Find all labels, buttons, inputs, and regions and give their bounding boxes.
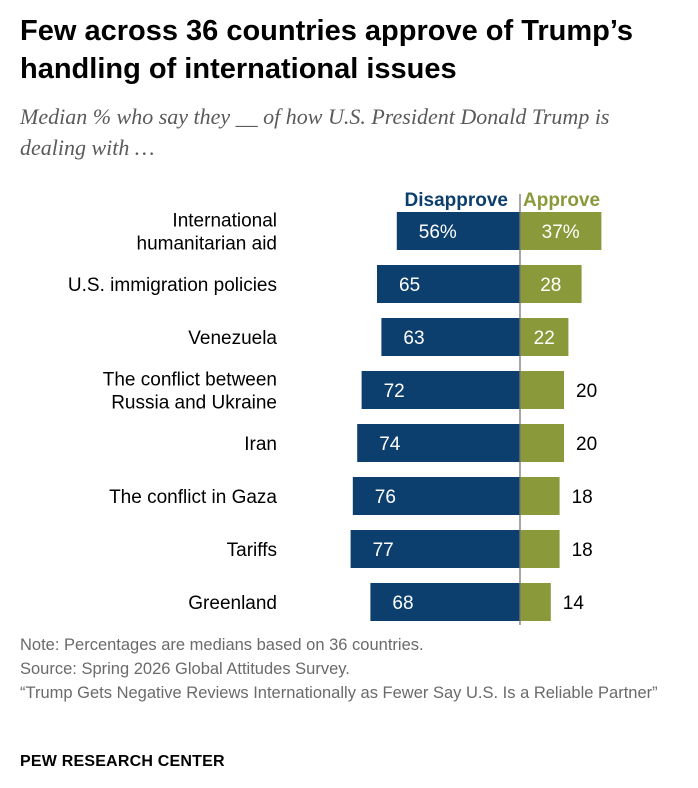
data-label-approve: 28 <box>540 275 561 296</box>
data-label-disapprove: 72 <box>384 381 405 402</box>
data-label-approve: 22 <box>534 328 555 349</box>
data-label-approve: 18 <box>572 487 593 508</box>
chart-title: Few across 36 countries approve of Trump… <box>20 15 633 85</box>
brand-logo-text: PEW RESEARCH CENTER <box>20 753 225 770</box>
bar-disapprove <box>357 424 520 462</box>
category-label: Tariffs <box>227 540 277 561</box>
category-label: Greenland <box>188 593 277 614</box>
bar-approve <box>520 318 569 356</box>
data-label-disapprove: 56% <box>419 222 457 243</box>
category-label: The conflict in Gaza <box>109 487 277 508</box>
bar-approve <box>520 530 560 568</box>
bar-disapprove <box>377 265 520 303</box>
category-label: International humanitarian aid <box>137 211 277 255</box>
chart-notes: Note: Percentages are medians based on 3… <box>20 633 680 705</box>
diverging-bar-chart: Disapprove Approve International humanitari… <box>68 190 602 625</box>
bar-approve <box>520 265 582 303</box>
category-label: U.S. immigration policies <box>68 275 277 296</box>
bar-disapprove <box>396 212 520 250</box>
bar-approve <box>520 583 551 621</box>
data-label-disapprove: 68 <box>392 593 413 614</box>
bar-approve <box>520 424 564 462</box>
category-label: Iran <box>244 434 277 455</box>
legend-disapprove: Disapprove <box>405 190 508 211</box>
data-label-disapprove: 65 <box>399 275 420 296</box>
data-label-approve: 37% <box>542 222 580 243</box>
data-label-disapprove: 63 <box>403 328 424 349</box>
bar-disapprove <box>361 371 520 409</box>
bar-disapprove <box>381 318 520 356</box>
bar-approve <box>520 477 560 515</box>
chart-subtitle: Median % who say they __ of how U.S. Pre… <box>20 104 610 160</box>
category-label: The conflict between Russia and Ukraine <box>103 370 277 414</box>
bar-approve <box>520 212 602 250</box>
report-title: “Trump Gets Negative Reviews Internation… <box>20 684 658 702</box>
data-label-disapprove: 76 <box>375 487 396 508</box>
data-label-approve: 20 <box>576 381 597 402</box>
category-label: Venezuela <box>188 328 277 349</box>
data-label-approve: 20 <box>576 434 597 455</box>
source-text: Source: Spring 2026 Global Attitudes Sur… <box>20 660 350 678</box>
data-label-disapprove: 77 <box>373 540 394 561</box>
note-text: Note: Percentages are medians based on 3… <box>20 636 424 654</box>
data-label-disapprove: 74 <box>379 434 401 455</box>
bar-disapprove <box>370 583 520 621</box>
data-label-approve: 18 <box>572 540 593 561</box>
bar-disapprove <box>352 477 520 515</box>
bar-disapprove <box>350 530 520 568</box>
legend-approve: Approve <box>523 190 600 211</box>
bar-approve <box>520 371 564 409</box>
data-label-approve: 14 <box>563 593 585 614</box>
